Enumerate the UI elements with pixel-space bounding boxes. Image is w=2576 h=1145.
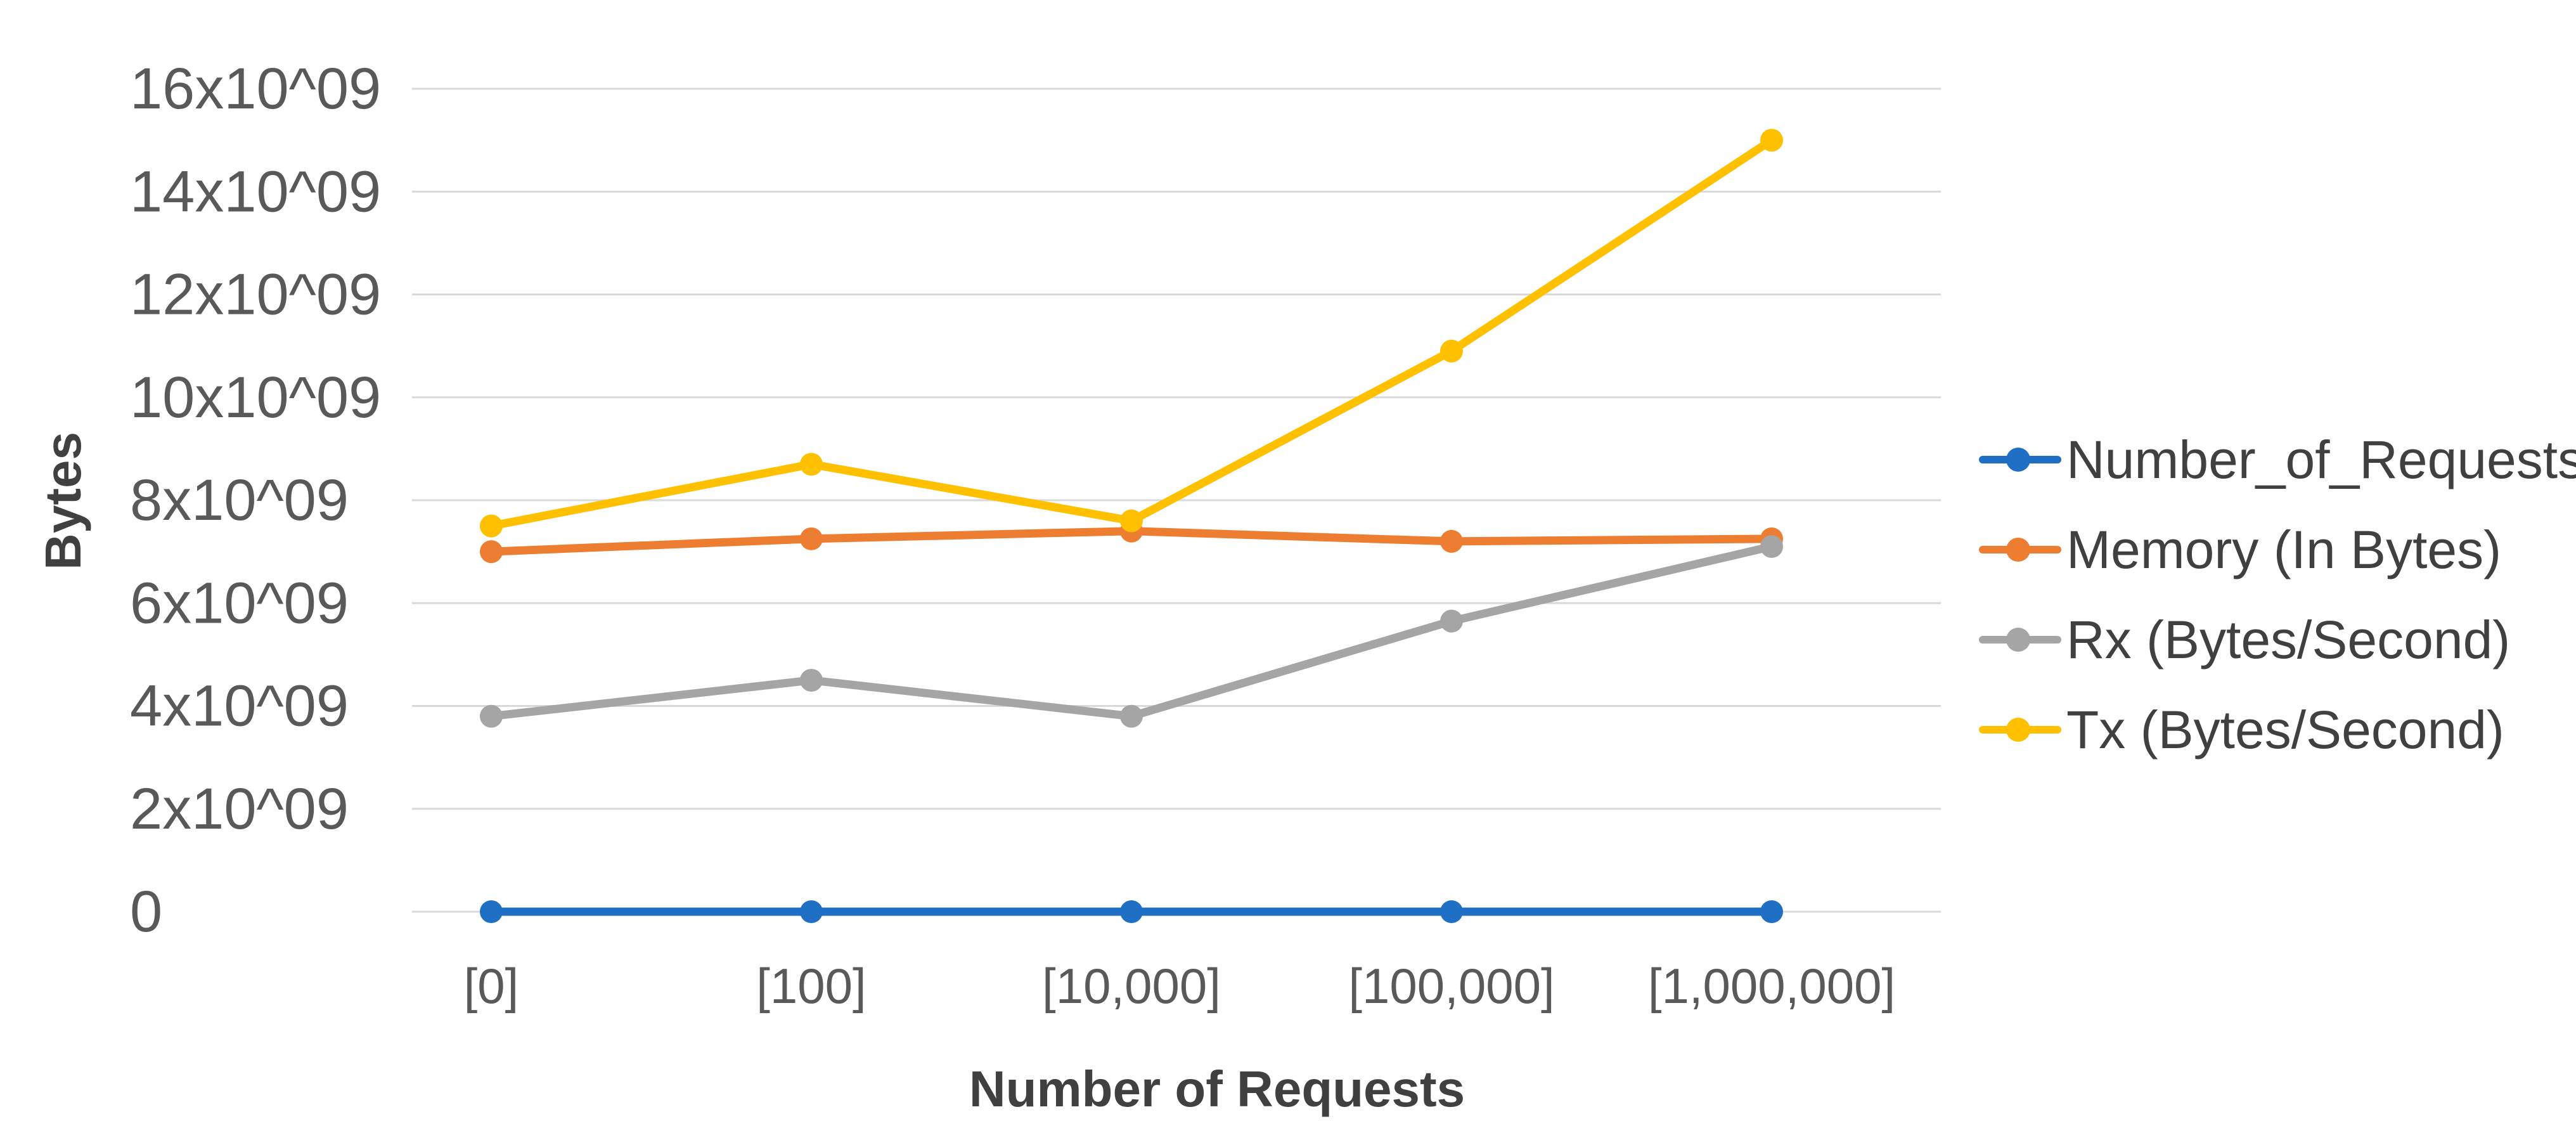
y-tick-label: 0 [130, 879, 162, 944]
x-tick-label: [100] [756, 958, 866, 1014]
y-axis-title: Bytes [35, 432, 91, 570]
legend-dot [2006, 538, 2030, 562]
y-tick-label: 12x10^09 [130, 262, 381, 327]
data-point-marker [480, 900, 503, 923]
series-line [487, 136, 1776, 531]
x-tick-label: [100,000] [1348, 958, 1554, 1014]
data-point-marker [1120, 704, 1143, 728]
legend-dot [2006, 448, 2030, 472]
y-tick-label: 4x10^09 [130, 674, 349, 739]
y-tick-label: 8x10^09 [130, 468, 349, 533]
legend-label: Rx (Bytes/Second) [2066, 609, 2511, 670]
legend-label: Tx (Bytes/Second) [2066, 699, 2504, 760]
legend-dot [2006, 628, 2030, 652]
data-point-marker [1440, 339, 1463, 363]
series-line [487, 542, 1776, 721]
legend-marker-icon [1979, 718, 2061, 742]
legend-item: Number_of_Requests [1979, 415, 2576, 505]
legend-marker-icon [1979, 628, 2061, 652]
x-tick-label: [10,000] [1042, 958, 1221, 1014]
y-tick-label: 14x10^09 [130, 159, 381, 224]
data-point-marker [800, 900, 823, 923]
data-point-marker [800, 453, 823, 476]
data-point-marker [1120, 900, 1143, 923]
data-point-marker [480, 514, 503, 538]
x-tick-label: [1,000,000] [1648, 958, 1895, 1014]
legend-marker-icon [1979, 448, 2061, 472]
y-tick-label: 2x10^09 [130, 777, 349, 841]
legend-item: Rx (Bytes/Second) [1979, 595, 2576, 685]
legend-marker-icon [1979, 538, 2061, 562]
legend-item: Tx (Bytes/Second) [1979, 685, 2576, 775]
data-point-marker [480, 540, 503, 564]
y-tick-label: 16x10^09 [130, 56, 381, 121]
data-point-marker [1760, 900, 1783, 923]
x-tick-label: [0] [464, 958, 519, 1014]
y-tick-label: 10x10^09 [130, 365, 381, 430]
data-point-marker [1440, 900, 1463, 923]
x-axis-title: Number of Requests [969, 1061, 1465, 1117]
legend-label: Number_of_Requests [2066, 429, 2576, 489]
legend: Number_of_Requests Memory (In Bytes) Rx (B… [1979, 415, 2576, 775]
data-point-marker [1440, 609, 1463, 633]
data-point-marker [800, 527, 823, 550]
data-point-marker [1760, 535, 1783, 559]
data-point-marker [1120, 509, 1143, 533]
data-point-marker [480, 704, 503, 728]
y-tick-label: 6x10^09 [130, 571, 349, 635]
data-point-marker [800, 668, 823, 692]
data-point-marker [1760, 129, 1783, 152]
data-point-marker [1440, 529, 1463, 553]
legend-item: Memory (In Bytes) [1979, 505, 2576, 595]
legend-dot [2006, 718, 2030, 742]
legend-label: Memory (In Bytes) [2066, 519, 2502, 579]
